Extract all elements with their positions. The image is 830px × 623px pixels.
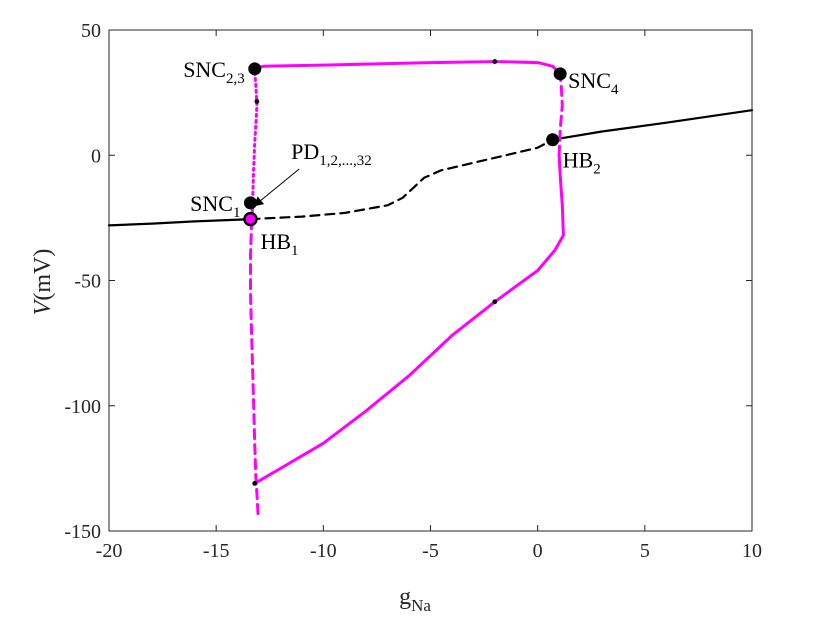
pd-arrow (253, 168, 300, 207)
label-snc-4: SNC4 (568, 68, 619, 98)
x-tick-label: -10 (310, 540, 337, 562)
y-axis-title-main: V (30, 298, 56, 315)
curve-equilibrium-unstable-1 (249, 138, 554, 221)
y-tick-label: 0 (91, 145, 101, 167)
x-tick-label: 5 (640, 540, 650, 562)
y-axis-title-rest: (mV) (30, 249, 56, 301)
curve-periodic-unstable-6 (249, 203, 260, 515)
label-hb-2: HB2 (563, 148, 601, 178)
x-axis-title: gNa (399, 584, 431, 615)
bifurcation-point-hb-1 (243, 211, 258, 227)
y-tick-label: 50 (81, 20, 101, 42)
y-tick-label: -100 (64, 396, 101, 418)
x-axis-title-sub: Na (411, 596, 431, 615)
curve-periodic-unstable-7 (251, 71, 259, 202)
labels-layer: SNC2,3 SNC4 HB2 SNC1 HB1 PD1,2,...,32 (183, 57, 619, 259)
y-tick-label: -150 (64, 521, 101, 543)
small-marker-0 (492, 59, 498, 64)
label-snc-2,3: SNC2,3 (183, 57, 245, 87)
y-axis-title: V(mV) (30, 249, 56, 316)
small-marker-1 (254, 98, 260, 104)
curve-equilibrium-stable-2 (551, 109, 754, 141)
bifurcation-point-snc-1 (243, 196, 257, 210)
x-tick-label: 10 (742, 540, 762, 562)
x-tick-label: -5 (422, 540, 439, 562)
y-tick-label: -50 (74, 271, 101, 293)
label-hb-1: HB1 (260, 229, 298, 259)
label-snc-1: SNC1 (190, 191, 240, 221)
markers-layer (243, 59, 567, 486)
curve-periodic-unstable-5 (557, 72, 564, 157)
x-axis-title-main: g (399, 584, 411, 610)
curve-periodic-min-4 (253, 153, 565, 485)
label-pd: PD1,2,...,32 (291, 139, 372, 169)
bifurcation-point-hb-2 (546, 133, 560, 147)
x-tick-label: 0 (533, 540, 543, 562)
curve-periodic-max-3 (253, 60, 562, 76)
curve-equilibrium-stable-0 (107, 218, 252, 227)
small-marker-3 (252, 481, 258, 486)
bifurcation-point-snc-4 (553, 67, 567, 81)
bifurcation-point-snc-2,3 (248, 62, 262, 76)
x-tick-label: -20 (96, 540, 123, 562)
x-tick-label: -15 (203, 540, 230, 562)
small-marker-2 (492, 299, 498, 305)
curves-layer (107, 60, 754, 515)
plot-frame (108, 29, 753, 532)
